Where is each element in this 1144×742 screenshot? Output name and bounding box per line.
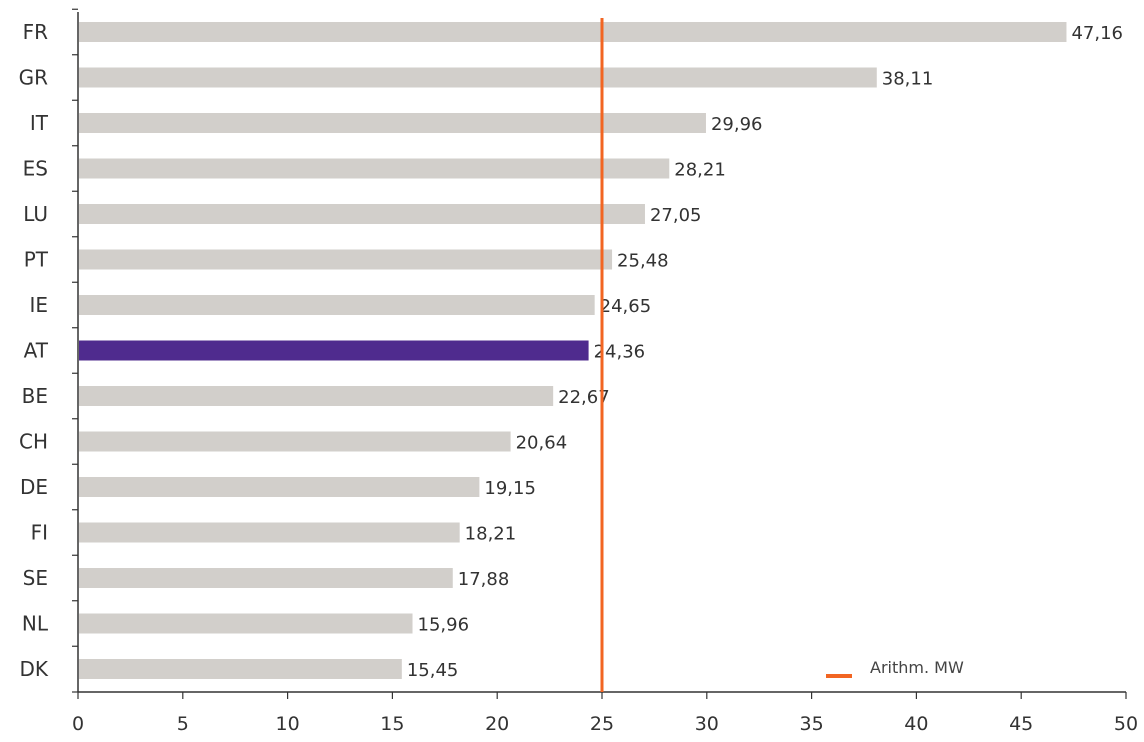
category-label-pt: PT (24, 248, 49, 272)
value-label-pt: 25,48 (617, 251, 669, 272)
x-tick-label: 50 (1114, 713, 1138, 735)
value-label-be: 22,67 (558, 387, 610, 408)
value-label-at: 24,36 (594, 342, 646, 363)
x-tick-label: 20 (485, 713, 509, 735)
bar-at (79, 340, 589, 361)
category-label-it: IT (30, 111, 49, 135)
x-tick-label: 40 (904, 713, 928, 735)
legend-label: Arithm. MW (870, 658, 964, 677)
value-label-es: 28,21 (674, 160, 726, 181)
bar-ie (79, 295, 595, 315)
bar-fi (79, 522, 460, 543)
category-label-es: ES (23, 157, 48, 181)
bar-se (79, 568, 453, 588)
category-label-se: SE (23, 566, 48, 590)
value-label-dk: 15,45 (407, 660, 459, 681)
value-label-fr: 47,16 (1071, 23, 1123, 44)
value-label-nl: 15,96 (418, 615, 470, 636)
category-label-fr: FR (23, 20, 49, 44)
x-tick-label: 5 (177, 713, 189, 735)
value-label-de: 19,15 (484, 478, 536, 499)
x-tick-label: 10 (276, 713, 300, 735)
x-tick-label: 35 (800, 713, 824, 735)
category-label-dk: DK (19, 657, 48, 681)
bar-lu (79, 204, 645, 224)
category-label-gr: GR (19, 66, 48, 90)
axis-layer: 0 5 10 15 20 25 30 35 40 45 50 (72, 8, 1138, 735)
category-label-nl: NL (22, 612, 49, 636)
bars-layer (79, 22, 1067, 679)
bar-ch (79, 431, 511, 452)
value-label-lu: 27,05 (650, 205, 702, 226)
value-label-gr: 38,11 (882, 69, 934, 90)
bar-fr (79, 22, 1067, 42)
x-tick-label: 25 (590, 713, 614, 735)
bar-pt (79, 249, 613, 270)
bar-nl (79, 613, 413, 634)
category-label-de: DE (20, 475, 48, 499)
value-label-se: 17,88 (458, 569, 510, 590)
bar-dk (79, 659, 402, 679)
value-label-ie: 24,65 (600, 296, 652, 317)
bar-es (79, 158, 670, 179)
legend: Arithm. MW (826, 658, 964, 678)
x-tick-label: 15 (380, 713, 404, 735)
value-label-fi: 18,21 (465, 524, 517, 545)
value-label-ch: 20,64 (516, 433, 568, 454)
category-label-fi: FI (31, 521, 48, 545)
value-label-it: 29,96 (711, 114, 763, 135)
category-label-ie: IE (29, 293, 48, 317)
bar-gr (79, 67, 877, 88)
category-label-ch: CH (19, 430, 48, 454)
bar-it (79, 113, 706, 133)
bar-de (79, 477, 480, 497)
x-tick-label: 45 (1009, 713, 1033, 735)
category-label-lu: LU (23, 202, 48, 226)
bar-be (79, 386, 554, 406)
x-tick-label: 30 (695, 713, 719, 735)
category-label-be: BE (22, 384, 48, 408)
category-label-at: AT (24, 339, 49, 363)
x-tick-label: 0 (72, 713, 84, 735)
labels-layer: FR 47,16 GR 38,11 IT 29,96 ES 28,21 LU 27,05 PT 25,… (19, 20, 1123, 681)
